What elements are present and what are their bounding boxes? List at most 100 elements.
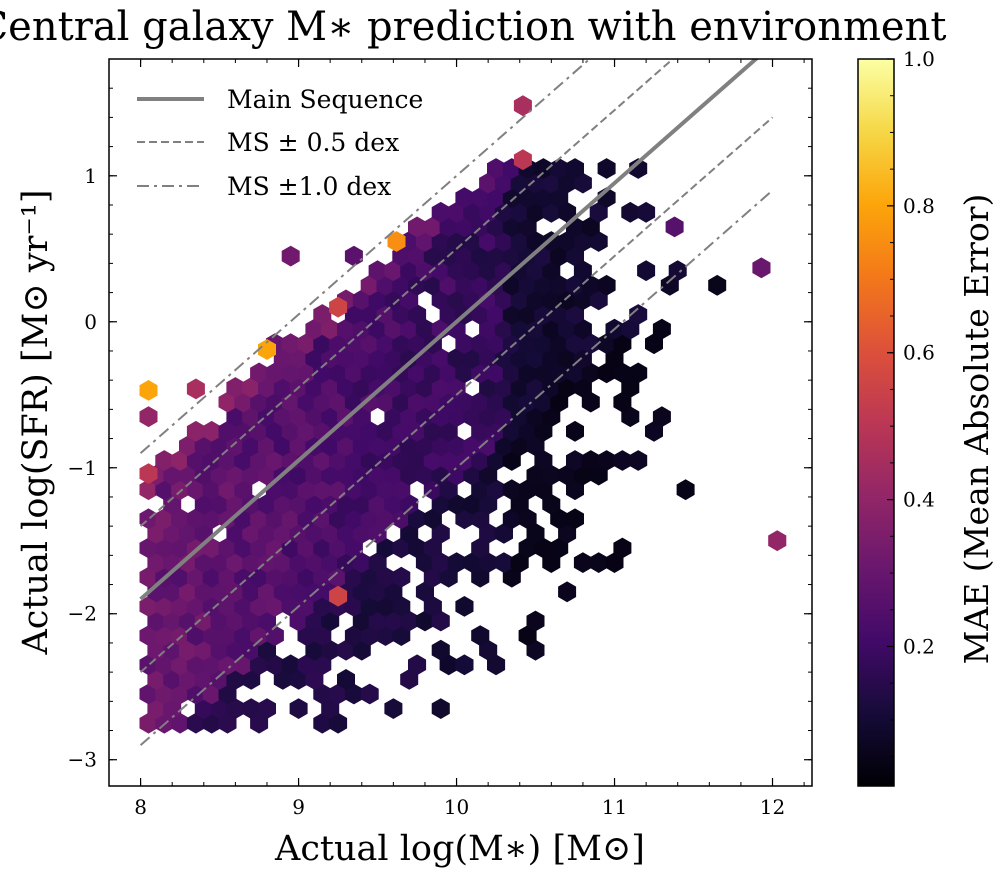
hexbin <box>163 493 182 515</box>
hexbin <box>234 450 253 471</box>
hexbin <box>471 304 490 325</box>
hexbin <box>337 464 355 486</box>
hexbin <box>431 377 450 398</box>
hexbin <box>494 552 513 573</box>
y-axis-label: Actual log(SFR) [M⊙ yr⁻¹] <box>16 190 56 656</box>
hexbin <box>613 450 632 471</box>
hexbin <box>566 245 584 267</box>
hexbin <box>384 260 403 282</box>
hexbin <box>502 566 521 588</box>
hexbin <box>305 406 324 428</box>
hexbin <box>297 333 316 355</box>
line-dashed-plus-0.5 <box>139 59 675 527</box>
hexbin <box>384 318 403 340</box>
hexbin <box>581 450 600 471</box>
hexbin <box>463 406 482 428</box>
hexbin <box>352 493 371 515</box>
hexbin <box>573 260 592 282</box>
hexbin <box>202 450 221 471</box>
hexbin <box>179 435 197 457</box>
hexbin <box>234 566 253 588</box>
hexbin <box>423 596 442 617</box>
hexbin <box>139 596 158 617</box>
hexbin <box>471 420 490 442</box>
hexbin <box>471 245 490 267</box>
hexbin <box>384 464 403 486</box>
hexbin <box>321 435 340 457</box>
hexbin <box>289 698 308 719</box>
hexbin <box>313 537 332 559</box>
hexbin <box>250 537 269 559</box>
hexbin <box>194 639 213 661</box>
hexbin <box>368 581 387 603</box>
hexbin <box>226 581 245 603</box>
hexbin <box>534 187 553 209</box>
hexbin <box>471 333 490 355</box>
hexbin <box>250 450 269 471</box>
hexbin <box>629 362 648 384</box>
hexbin <box>455 362 474 384</box>
hexbin <box>344 566 363 588</box>
hexbin <box>163 610 182 632</box>
hexbin <box>550 391 569 413</box>
hexbin <box>645 333 663 355</box>
hexbin <box>139 625 158 646</box>
hexbin <box>415 377 434 398</box>
hexbin <box>258 698 276 719</box>
hexbin <box>494 435 513 457</box>
hexbin <box>194 581 213 603</box>
hexbin <box>431 493 450 515</box>
hexbin <box>344 333 363 355</box>
hexbin <box>455 508 474 530</box>
hexbin <box>439 450 458 471</box>
hexbin <box>337 377 355 398</box>
hexbin <box>360 479 379 501</box>
hexbin <box>431 523 450 544</box>
hexbin <box>265 654 284 676</box>
hexbin <box>202 508 221 530</box>
hexbin <box>147 698 166 719</box>
hexbin <box>313 508 332 530</box>
hexbin <box>392 391 411 413</box>
hexbin <box>139 683 158 705</box>
hexbin <box>431 406 450 428</box>
cbar-tick-label: 0.2 <box>903 634 935 658</box>
hexbin <box>337 435 355 457</box>
hexbin <box>179 639 197 661</box>
hexbin <box>384 435 403 457</box>
hexbin <box>510 201 529 223</box>
hexbin <box>558 464 577 486</box>
y-tick-label: −1 <box>68 456 97 480</box>
hexbin <box>423 216 442 238</box>
hexbin <box>502 333 521 355</box>
hexbin <box>629 304 648 325</box>
hexbin <box>265 420 284 442</box>
x-tick-label: 8 <box>134 795 147 819</box>
hexbin <box>242 698 261 719</box>
hexbin <box>479 435 498 457</box>
hexbin <box>337 347 355 369</box>
hexbin <box>281 479 300 501</box>
hexbin <box>471 537 490 559</box>
hexbin <box>360 596 379 617</box>
hexbin <box>566 450 584 471</box>
hexbin <box>242 581 261 603</box>
hexbin <box>415 435 434 457</box>
hexbin <box>313 654 332 676</box>
hexbin <box>392 625 411 646</box>
hexbin <box>155 537 174 559</box>
hexbin <box>542 552 561 573</box>
hexbin <box>392 450 411 471</box>
hexbin <box>502 450 521 471</box>
hexbin <box>510 552 529 573</box>
hexbin <box>250 712 269 734</box>
hexbin <box>250 654 269 676</box>
hexbin <box>526 318 545 340</box>
hexbin <box>415 260 434 282</box>
hexbin <box>479 464 498 486</box>
hexbin <box>637 201 656 223</box>
hexbin <box>550 333 569 355</box>
hexbin <box>139 712 158 734</box>
hexbin-highlight <box>139 406 158 428</box>
